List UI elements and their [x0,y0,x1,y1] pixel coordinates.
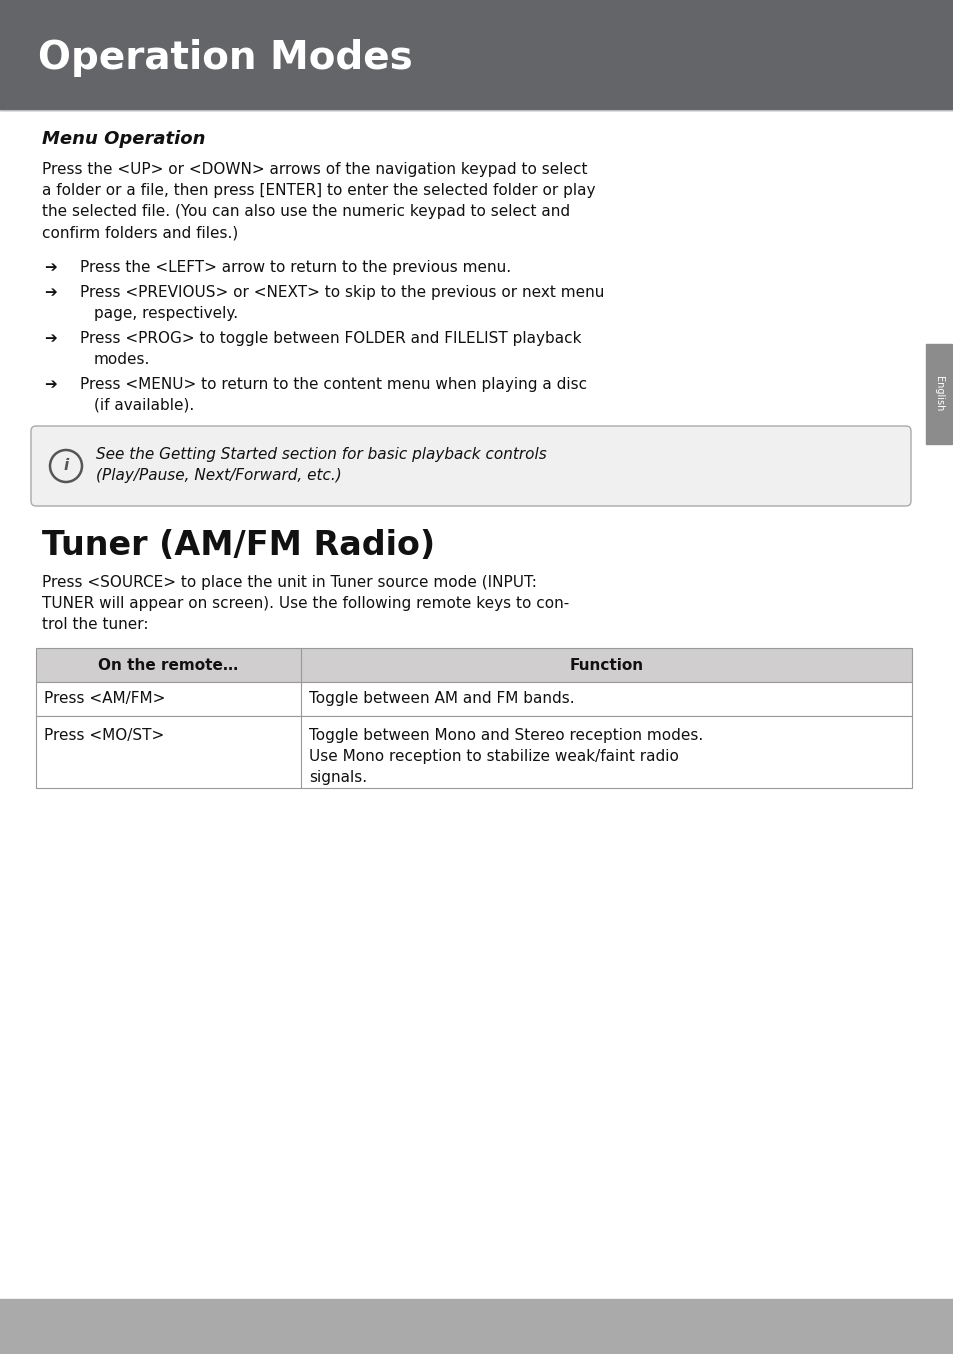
Text: Toggle between AM and FM bands.: Toggle between AM and FM bands. [309,692,574,707]
Text: Function: Function [569,658,643,673]
Text: confirm folders and files.): confirm folders and files.) [42,225,238,240]
Text: On the remote…: On the remote… [98,658,238,673]
Text: Press <MENU> to return to the content menu when playing a disc: Press <MENU> to return to the content me… [80,376,586,393]
Text: i: i [63,458,69,473]
Text: Toggle between Mono and Stereo reception modes.: Toggle between Mono and Stereo reception… [309,728,702,743]
FancyBboxPatch shape [30,427,910,506]
Text: ➔: ➔ [44,284,56,301]
Text: a folder or a file, then press [ENTER] to enter the selected folder or play: a folder or a file, then press [ENTER] t… [42,183,595,198]
Text: Press <PREVIOUS> or <NEXT> to skip to the previous or next menu: Press <PREVIOUS> or <NEXT> to skip to th… [80,284,604,301]
Text: Press <SOURCE> to place the unit in Tuner source mode (INPUT:: Press <SOURCE> to place the unit in Tune… [42,575,537,590]
Text: ➔: ➔ [44,376,56,393]
Text: (if available).: (if available). [94,398,194,413]
Text: TUNER will appear on screen). Use the following remote keys to con-: TUNER will appear on screen). Use the fo… [42,596,569,611]
Text: Press the <LEFT> arrow to return to the previous menu.: Press the <LEFT> arrow to return to the … [80,260,511,275]
Text: ➔: ➔ [44,330,56,347]
Text: See the Getting Started section for basic playback controls: See the Getting Started section for basi… [96,447,546,462]
Text: Use Mono reception to stabilize weak/faint radio: Use Mono reception to stabilize weak/fai… [309,749,679,764]
Text: (Play/Pause, Next/Forward, etc.): (Play/Pause, Next/Forward, etc.) [96,468,341,483]
Bar [0,110,953,1298]
Text: modes.: modes. [94,352,151,367]
Text: ➔: ➔ [44,260,56,275]
Text: the selected file. (You can also use the numeric keypad to select and: the selected file. (You can also use the… [42,204,570,219]
Bar [0,0,953,110]
Text: Press <MO/ST>: Press <MO/ST> [44,728,164,743]
Bar [36,682,911,716]
Text: page, respectively.: page, respectively. [94,306,238,321]
Text: trol the tuner:: trol the tuner: [42,617,149,632]
Bar [36,716,911,788]
Text: Press <AM/FM>: Press <AM/FM> [44,692,165,707]
Text: signals.: signals. [309,770,367,785]
Text: Menu Operation: Menu Operation [42,130,205,148]
Text: Tuner (AM/FM Radio): Tuner (AM/FM Radio) [42,529,435,562]
Text: Press the <UP> or <DOWN> arrows of the navigation keypad to select: Press the <UP> or <DOWN> arrows of the n… [42,162,587,177]
Bar [36,649,911,682]
Bar [925,344,951,444]
Text: Press <PROG> to toggle between FOLDER and FILELIST playback: Press <PROG> to toggle between FOLDER an… [80,330,581,347]
Text: English: English [933,376,943,412]
Bar [0,1298,953,1354]
Text: Operation Modes: Operation Modes [38,39,413,77]
